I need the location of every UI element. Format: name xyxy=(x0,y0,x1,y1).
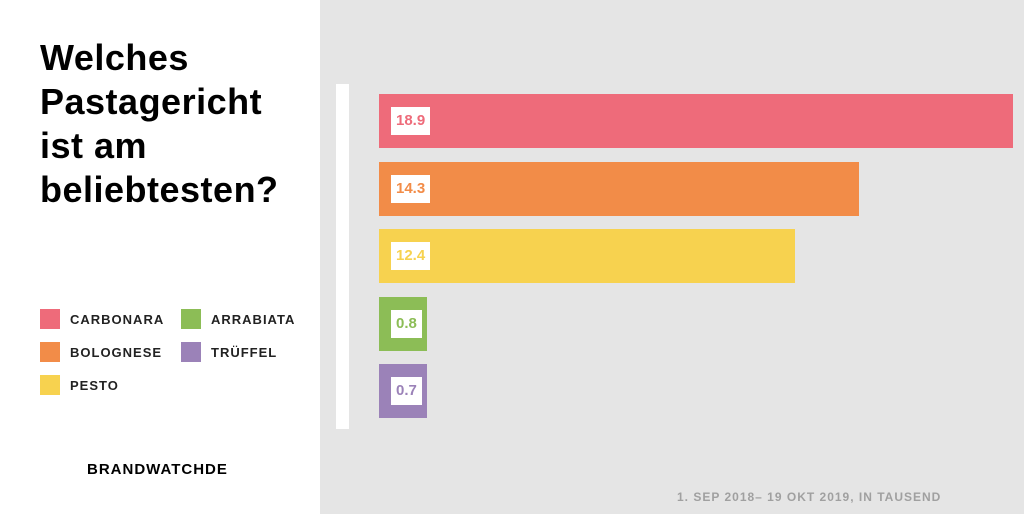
legend-label: TRÜFFEL xyxy=(211,344,278,360)
legend-label: CARBONARA xyxy=(70,311,165,327)
bar-trüffel: 0.7 xyxy=(379,364,427,418)
left-panel: Welches Pastagericht ist am beliebtesten… xyxy=(0,0,320,514)
legend-swatch xyxy=(40,309,60,329)
brand-label: BRANDWATCHDE xyxy=(87,461,228,478)
bar-value-label: 18.9 xyxy=(391,107,431,135)
legend-item-bolognese: BOLOGNESE xyxy=(40,342,162,362)
bar-value-label: 12.4 xyxy=(391,242,431,270)
legend-swatch xyxy=(40,375,60,395)
bar-value-label: 0.7 xyxy=(391,377,422,405)
legend-item-arrabiata: ARRABIATA xyxy=(181,309,295,329)
axis-line xyxy=(336,84,349,429)
legend-item-carbonara: CARBONARA xyxy=(40,309,164,329)
chart-title: Welches Pastagericht ist am beliebtesten… xyxy=(40,37,279,210)
legend-label: PESTO xyxy=(70,377,119,393)
legend-swatch xyxy=(181,309,201,329)
bar-value-label: 14.3 xyxy=(391,174,431,203)
bar-carbonara: 18.9 xyxy=(379,94,1013,148)
bar-arrabiata: 0.8 xyxy=(379,296,427,351)
legend-swatch xyxy=(181,342,201,362)
legend-label: ARRABIATA xyxy=(211,311,296,327)
footnote: 1. SEP 2018– 19 OKT 2019, IN TAUSEND xyxy=(677,490,942,504)
bar-value-label: 0.8 xyxy=(391,309,422,338)
bar-bolognese: 14.3 xyxy=(379,161,859,216)
legend-swatch xyxy=(40,342,60,362)
legend-label: BOLOGNESE xyxy=(70,344,163,360)
bar-pesto: 12.4 xyxy=(379,229,795,283)
legend-item-trüffel: TRÜFFEL xyxy=(181,342,277,362)
legend-item-pesto: PESTO xyxy=(40,375,119,395)
